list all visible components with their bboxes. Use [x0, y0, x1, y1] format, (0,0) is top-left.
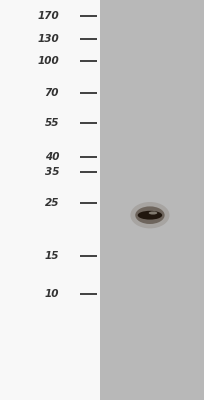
Bar — [0, 0, 100, 400]
Text: 35: 35 — [45, 167, 59, 177]
Text: 25: 25 — [45, 198, 59, 208]
Text: 10: 10 — [45, 289, 59, 299]
Text: 55: 55 — [45, 118, 59, 128]
Ellipse shape — [135, 206, 165, 224]
Ellipse shape — [138, 211, 162, 220]
Ellipse shape — [130, 202, 170, 228]
Ellipse shape — [149, 212, 157, 214]
Text: 15: 15 — [45, 251, 59, 261]
Text: 130: 130 — [37, 34, 59, 44]
Text: 100: 100 — [37, 56, 59, 66]
Text: 70: 70 — [45, 88, 59, 98]
Bar — [100, 0, 204, 400]
Text: 40: 40 — [45, 152, 59, 162]
Text: 170: 170 — [37, 11, 59, 21]
